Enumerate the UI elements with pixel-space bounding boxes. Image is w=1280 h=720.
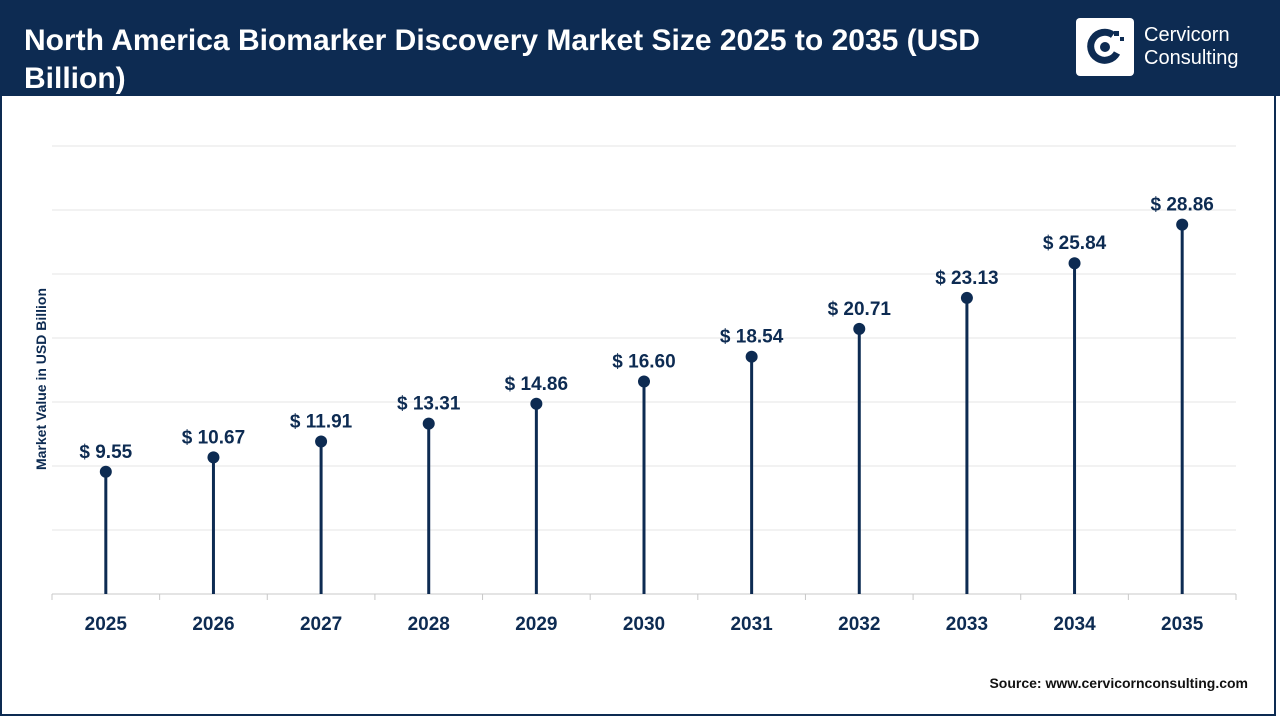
x-tick-label-2027: 2027 xyxy=(300,614,342,635)
x-tick-label-2028: 2028 xyxy=(408,614,450,635)
point-2028 xyxy=(422,417,435,430)
point-2026 xyxy=(207,451,220,464)
data-label-2026: $ 10.67 xyxy=(182,427,245,448)
gridlines xyxy=(52,145,1236,595)
data-label-2025: $ 9.55 xyxy=(79,442,132,463)
logo-line-1: Cervicorn xyxy=(1144,24,1230,46)
point-2033 xyxy=(960,291,973,304)
brand-logo: Cervicorn Consulting xyxy=(1076,18,1239,76)
logo-wordmark: Cervicorn Consulting xyxy=(1144,24,1239,70)
logo-line-2: Consulting xyxy=(1144,47,1239,69)
x-tick-label-2035: 2035 xyxy=(1161,614,1204,635)
point-2034 xyxy=(1068,257,1081,270)
x-tick-label-2030: 2030 xyxy=(623,614,665,635)
x-tick-label-2033: 2033 xyxy=(946,614,988,635)
point-2025 xyxy=(99,465,112,478)
data-label-2034: $ 25.84 xyxy=(1043,233,1107,254)
point-2032 xyxy=(853,322,866,335)
point-2031 xyxy=(745,350,758,363)
data-label-2033: $ 23.13 xyxy=(935,268,998,289)
y-axis-label: Market Value in USD Billion xyxy=(33,288,49,470)
x-axis: 2025 2026 2027 2028 2029 2030 2031 2032 2033 2034… xyxy=(51,594,1237,635)
x-tick-label-2029: 2029 xyxy=(515,614,557,635)
data-label-2030: $ 16.60 xyxy=(612,352,675,373)
header-bar: North America Biomarker Discovery Market… xyxy=(0,0,1280,96)
lollipop-chart: 2025 2026 2027 2028 2029 2030 2031 2032 2033 2034… xyxy=(33,145,1237,635)
data-label-2031: $ 18.54 xyxy=(720,327,784,348)
source-note: Source: www.cervicornconsulting.com xyxy=(989,675,1248,691)
data-label-2027: $ 11.91 xyxy=(290,412,353,433)
x-tick-label-2034: 2034 xyxy=(1053,614,1096,635)
chart-marks: $ 9.55 $ 10.67 $ 11.91 $ 13.31 $ 14.86 $ 16.6… xyxy=(79,195,1214,594)
data-label-2035: $ 28.86 xyxy=(1150,195,1213,216)
point-2035 xyxy=(1176,218,1189,231)
point-2029 xyxy=(530,397,543,410)
data-label-2028: $ 13.31 xyxy=(397,394,461,415)
point-2027 xyxy=(315,435,328,448)
chart-title: North America Biomarker Discovery Market… xyxy=(24,24,980,95)
x-tick-label-2031: 2031 xyxy=(730,614,773,635)
x-tick-label-2025: 2025 xyxy=(85,614,128,635)
cervicorn-logo-icon xyxy=(1076,18,1134,76)
data-label-2029: $ 14.86 xyxy=(505,374,568,395)
x-tick-label-2026: 2026 xyxy=(192,614,234,635)
x-tick-label-2032: 2032 xyxy=(838,614,880,635)
data-label-2032: $ 20.71 xyxy=(828,299,892,320)
point-2030 xyxy=(638,375,650,388)
